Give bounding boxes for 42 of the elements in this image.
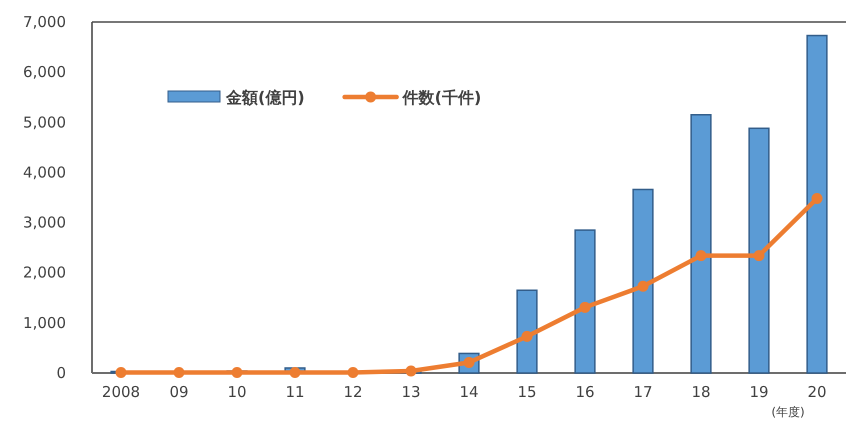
bar [806,34,828,374]
x-tick-label: 19 [749,383,769,401]
point [522,330,532,342]
x-tick-label: 16 [575,383,595,401]
x-tick-label: 10 [227,383,247,401]
point [348,367,358,378]
x-tick-label: 11 [285,383,305,401]
y-tick-label: 2,000 [23,264,66,282]
x-tick-label: 18 [691,383,711,401]
x-tick-label: 15 [517,383,537,401]
point [696,250,706,262]
y-tick-label: 6,000 [23,63,66,82]
bar [632,188,654,374]
x-tick-label: 2008 [102,383,140,401]
point [406,365,416,376]
bar [748,128,770,374]
x-tick-label: 17 [633,383,653,401]
point [754,250,764,262]
point [232,367,242,378]
point [638,280,648,292]
x-tick-label: 13 [401,383,421,401]
point [174,367,184,378]
legend-label: 金額(億円) [225,88,305,107]
point [290,367,300,378]
x-tick-label: 12 [343,383,363,401]
bar [516,290,538,374]
x-axis-title: (年度) [771,405,805,419]
point [116,367,126,378]
y-tick-label: 0 [56,364,66,382]
y-tick-label: 5,000 [23,113,66,132]
point [580,302,590,313]
y-tick-label: 4,000 [23,163,66,182]
x-tick-label: 14 [459,383,479,401]
x-tick-label: 20 [807,383,827,401]
bar [690,114,712,374]
y-tick-label: 7,000 [23,13,66,31]
x-tick-label: 09 [169,383,189,401]
legend-label: 件数(千件) [402,88,482,107]
y-tick-label: 3,000 [23,214,66,232]
bar [574,229,596,374]
y-tick-label: 1,000 [23,314,66,332]
point [812,193,822,204]
